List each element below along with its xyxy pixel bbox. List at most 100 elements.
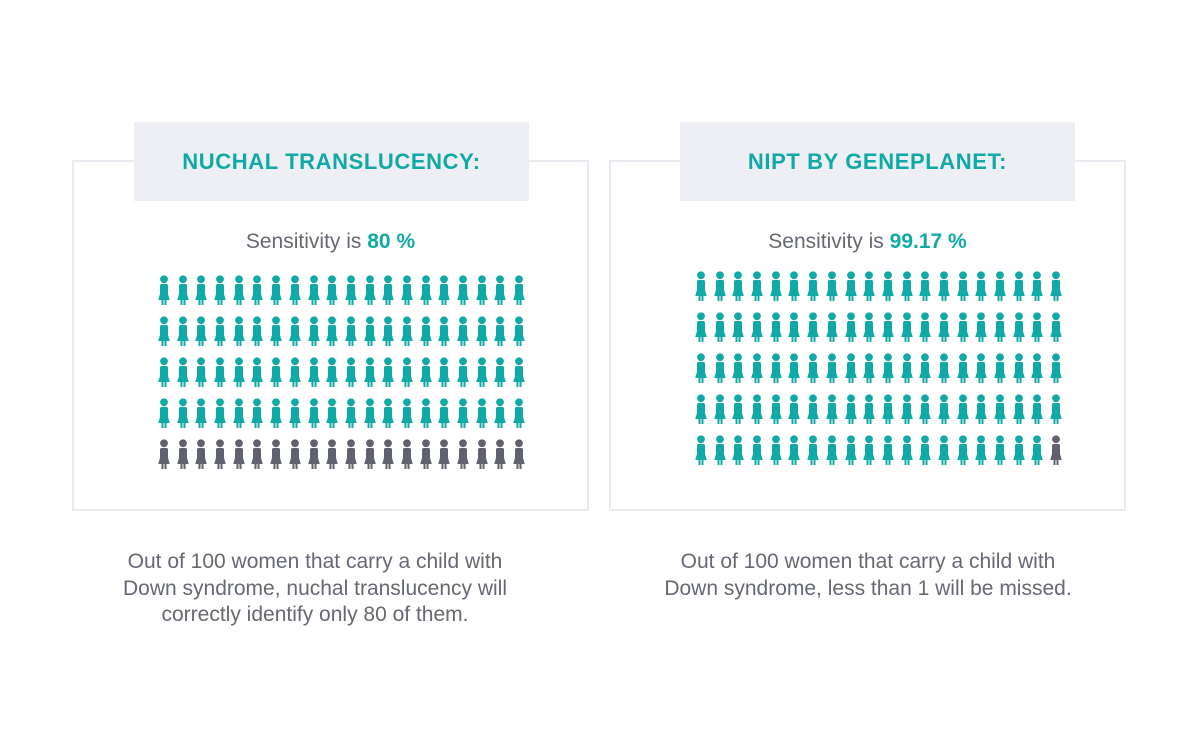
- person-icon: [695, 435, 707, 465]
- person-icon: [382, 357, 395, 387]
- person-icon: [270, 357, 282, 387]
- person-icon: [382, 275, 395, 305]
- description-line: Down syndrome, less than 1 will be misse…: [664, 576, 1072, 600]
- person-icon: [363, 398, 376, 428]
- person-icon: [807, 435, 819, 465]
- person-icon: [289, 316, 301, 346]
- person-icon: [195, 357, 208, 387]
- person-icon: [975, 312, 988, 342]
- person-icon-missed: [345, 439, 357, 469]
- person-icon-missed: [1050, 435, 1062, 465]
- sensitivity-value: 99.17 %: [889, 230, 967, 253]
- sensitivity-value: 80 %: [367, 230, 416, 253]
- person-icon: [994, 435, 1006, 465]
- person-icon: [307, 357, 320, 387]
- person-icon: [788, 394, 801, 424]
- person-icon: [900, 353, 913, 383]
- person-icon: [956, 435, 969, 465]
- panel-title-nipt-text: NIPT BY GENEPLANET:: [747, 148, 1008, 174]
- person-icon: [158, 357, 170, 387]
- person-icon: [214, 316, 226, 346]
- person-icon: [195, 275, 208, 305]
- person-icon: [438, 275, 451, 305]
- person-icon: [826, 435, 838, 465]
- person-icon: [938, 271, 950, 301]
- sensitivity-label: Sensitivity is: [768, 230, 884, 253]
- person-icon: [1012, 394, 1025, 424]
- person-icon: [769, 394, 782, 424]
- person-icon: [956, 271, 969, 301]
- person-icon: [176, 398, 189, 428]
- person-icon: [863, 312, 875, 342]
- person-icon: [195, 316, 208, 346]
- person-icon: [882, 394, 894, 424]
- person-icon: [751, 312, 763, 342]
- person-icon: [345, 275, 357, 305]
- person-icon: [994, 353, 1006, 383]
- person-icon: [994, 394, 1006, 424]
- description-line: Out of 100 women that carry a child with: [127, 550, 503, 573]
- person-icon: [494, 275, 507, 305]
- person-icon: [900, 271, 913, 301]
- person-icon: [1031, 312, 1044, 342]
- person-icon-missed: [438, 439, 451, 469]
- person-icon: [1012, 271, 1025, 301]
- person-icon: [844, 353, 857, 383]
- person-icon: [438, 357, 451, 387]
- person-icon: [863, 353, 875, 383]
- person-icon: [1050, 271, 1062, 301]
- person-icon: [732, 435, 745, 465]
- person-icon: [938, 394, 950, 424]
- person-icon: [289, 275, 301, 305]
- person-icon: [807, 394, 819, 424]
- person-icon: [513, 357, 525, 387]
- person-icon-missed: [214, 439, 226, 469]
- person-icon: [419, 357, 432, 387]
- person-icon: [475, 316, 488, 346]
- person-icon: [919, 435, 932, 465]
- person-icon: [457, 398, 469, 428]
- person-icon: [158, 316, 170, 346]
- person-icon-missed: [158, 439, 170, 469]
- person-icon-missed: [494, 439, 507, 469]
- person-icon: [826, 312, 838, 342]
- person-icon: [975, 353, 988, 383]
- person-icon: [438, 316, 451, 346]
- person-icon: [401, 357, 413, 387]
- person-icon: [419, 316, 432, 346]
- person-icon: [232, 357, 245, 387]
- person-icon: [419, 398, 432, 428]
- description-nipt: Out of 100 women that carry a child with…: [618, 549, 1118, 602]
- person-icon: [882, 271, 894, 301]
- person-icon: [494, 357, 507, 387]
- person-icon: [345, 357, 357, 387]
- person-icon: [751, 271, 763, 301]
- person-icon: [938, 353, 950, 383]
- person-icon: [232, 316, 245, 346]
- person-grid-nuchal: [157, 275, 526, 469]
- description-line: Down syndrome, nuchal translucency will: [123, 576, 507, 600]
- person-icon: [844, 271, 857, 301]
- person-icon: [270, 398, 282, 428]
- description-line: correctly identify only 80 of them.: [161, 603, 469, 626]
- person-icon: [158, 398, 170, 428]
- person-icon-missed: [195, 439, 208, 469]
- person-icon: [751, 353, 763, 383]
- person-icon: [695, 353, 707, 383]
- person-icon: [176, 316, 189, 346]
- person-icon: [251, 316, 264, 346]
- person-icon: [882, 353, 894, 383]
- person-icon: [214, 398, 226, 428]
- panel-title-nuchal-text: NUCHAL TRANSLUCENCY:: [182, 148, 481, 174]
- person-icon-missed: [251, 439, 264, 469]
- person-icon: [176, 357, 189, 387]
- person-icon: [214, 357, 226, 387]
- person-icon: [956, 353, 969, 383]
- person-icon: [882, 312, 894, 342]
- person-icon: [732, 271, 745, 301]
- person-icon: [844, 435, 857, 465]
- person-icon: [475, 275, 488, 305]
- person-icon: [457, 357, 469, 387]
- person-icon: [363, 316, 376, 346]
- person-icon: [826, 353, 838, 383]
